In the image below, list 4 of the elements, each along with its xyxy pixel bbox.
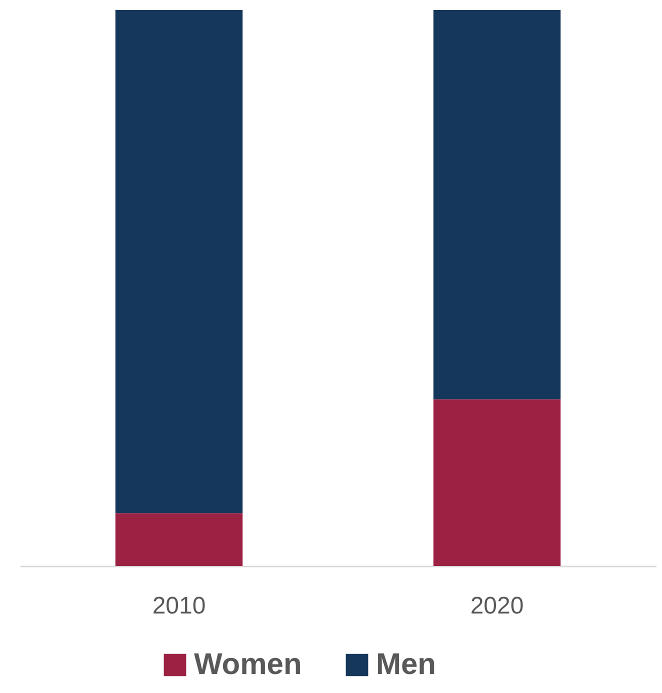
legend-label: Women (194, 648, 302, 681)
legend-label: Men (376, 648, 436, 681)
x-tick-label: 2010 (152, 592, 206, 620)
x-tick-label: 2020 (470, 592, 524, 620)
